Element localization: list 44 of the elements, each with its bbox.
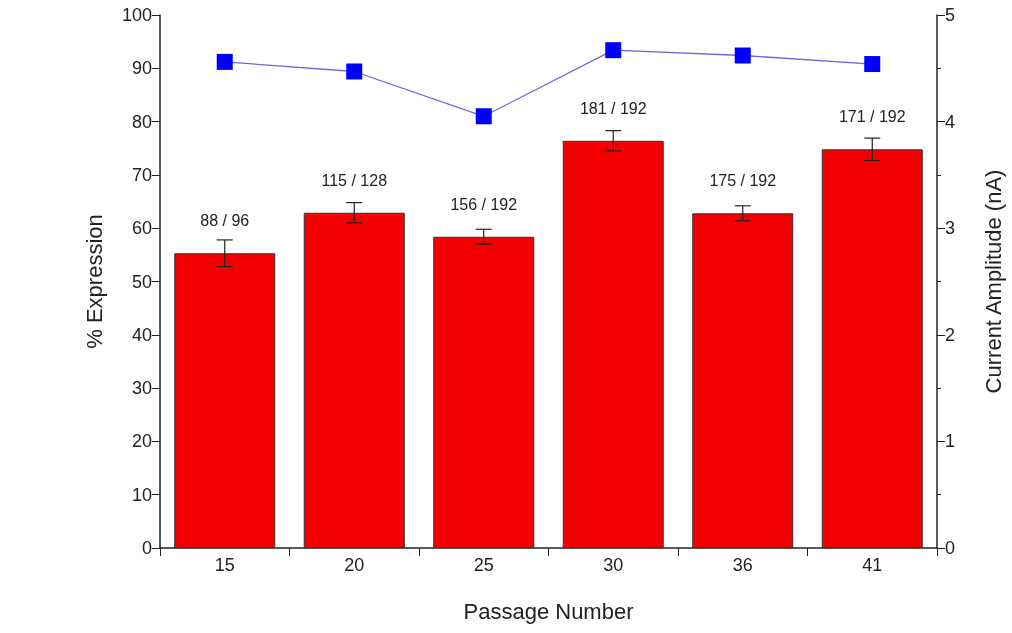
y-axis-title: % Expression [81,214,107,349]
x-tick-label: 36 [732,555,753,575]
x-tick-label: 30 [603,555,624,575]
point [864,56,881,73]
y-tick-label: 80 [131,111,152,132]
x-tick-label: 15 [214,555,235,575]
y-tick-label: 0 [141,538,152,558]
y2-tick-label: 2 [945,324,956,345]
bar [562,140,664,548]
x-axis-title: Passage Number [463,598,634,624]
annotation: 88 / 96 [200,212,250,230]
annotation: 171 / 192 [838,108,906,126]
point [605,42,622,59]
y2-tick-label: 1 [945,431,956,452]
bar [433,236,535,548]
y-tick-label: 50 [131,271,152,292]
x-tick-label: 41 [862,555,883,575]
point [216,53,233,70]
bar [692,213,794,548]
point [734,47,751,64]
x-tick-label: 25 [473,555,494,575]
y-tick-label: 70 [131,164,152,185]
y-tick-label: 40 [131,324,152,345]
point [346,63,363,80]
y2-tick-label: 3 [945,218,956,239]
y2-tick-label: 4 [945,111,956,132]
y2-axis-title: Current Amplitude (nA) [980,169,1006,394]
y-tick-label: 60 [131,218,152,239]
y-tick-label: 100 [121,5,152,25]
annotation: 156 / 192 [450,195,518,213]
point [475,108,492,125]
y-tick-label: 30 [131,378,152,399]
y-tick-label: 90 [131,58,152,79]
annotation: 175 / 192 [709,172,777,190]
y-tick-label: 20 [131,431,152,452]
bar [821,149,923,548]
annotation: 115 / 128 [321,171,388,189]
y2-tick-label: 5 [945,5,956,25]
bar [303,212,405,548]
x-tick-label: 20 [344,555,365,575]
annotation: 181 / 192 [579,99,647,117]
bar [174,253,276,548]
y2-tick-label: 0 [945,538,956,558]
y-tick-label: 10 [131,484,152,505]
